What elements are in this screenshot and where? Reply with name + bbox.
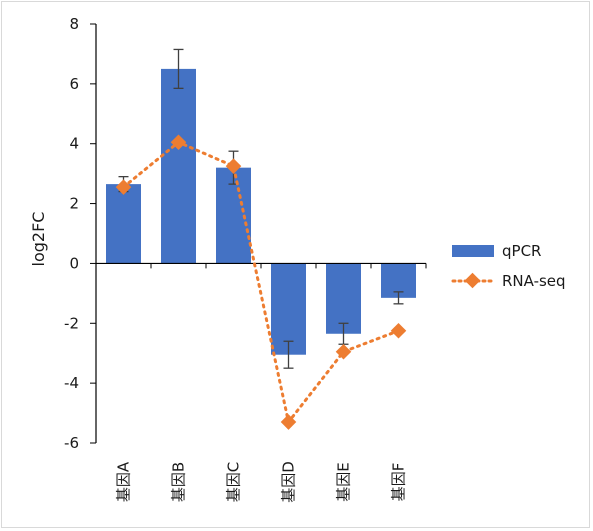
rna-seq-point-3 xyxy=(225,158,242,174)
rna-seq-line xyxy=(122,140,400,424)
bar-qpcr-4 xyxy=(271,263,306,355)
x-axis-category-label: 基因C xyxy=(225,462,243,502)
legend: qPCR RNA-seq xyxy=(451,242,566,290)
y-axis-tick-label: -6 xyxy=(64,434,79,452)
y-axis-ticks: -6 -4 -2 0 2 4 6 8 xyxy=(64,15,96,452)
legend-swatch-qpcr xyxy=(452,245,494,257)
x-axis-categories: 基因A 基因B 基因C 基因D 基因E 基因F xyxy=(115,461,408,503)
y-axis-tick-label: -2 xyxy=(64,314,79,332)
y-axis-tick-label: 4 xyxy=(69,135,79,153)
legend-swatch-rna-seq-marker xyxy=(464,272,481,289)
x-axis-category-label: 基因D xyxy=(280,461,298,503)
x-axis-category-label: 基因B xyxy=(170,462,188,502)
y-axis-tick-label: 6 xyxy=(69,75,79,93)
rna-seq-line-series xyxy=(115,134,407,430)
legend-label-rna-seq: RNA-seq xyxy=(502,272,566,290)
bar-qpcr-5 xyxy=(326,263,361,334)
x-axis-category-label: 基因A xyxy=(115,461,133,502)
x-axis-category-label: 基因E xyxy=(335,462,353,501)
legend-label-qpcr: qPCR xyxy=(502,242,541,260)
x-axis-category-label: 基因F xyxy=(390,463,408,502)
axes xyxy=(95,24,427,443)
bar-qpcr-2 xyxy=(161,68,196,264)
y-axis-tick-label: 0 xyxy=(69,254,79,272)
qpcr-bars xyxy=(106,68,416,355)
bar-qpcr-1 xyxy=(106,184,141,264)
error-bar-2 xyxy=(173,48,184,89)
rna-seq-point-6 xyxy=(390,322,407,339)
error-bar-6 xyxy=(393,291,404,305)
rna-seq-point-1 xyxy=(115,179,132,195)
y-axis-tick-label: 2 xyxy=(69,195,79,213)
rna-seq-point-5 xyxy=(335,343,352,360)
rna-seq-point-2 xyxy=(170,134,187,150)
y-axis-tick-label: -4 xyxy=(64,374,79,392)
y-axis-title: log2FC xyxy=(29,212,48,267)
y-axis-tick-label: 8 xyxy=(69,15,79,33)
error-bar-4 xyxy=(283,340,294,369)
